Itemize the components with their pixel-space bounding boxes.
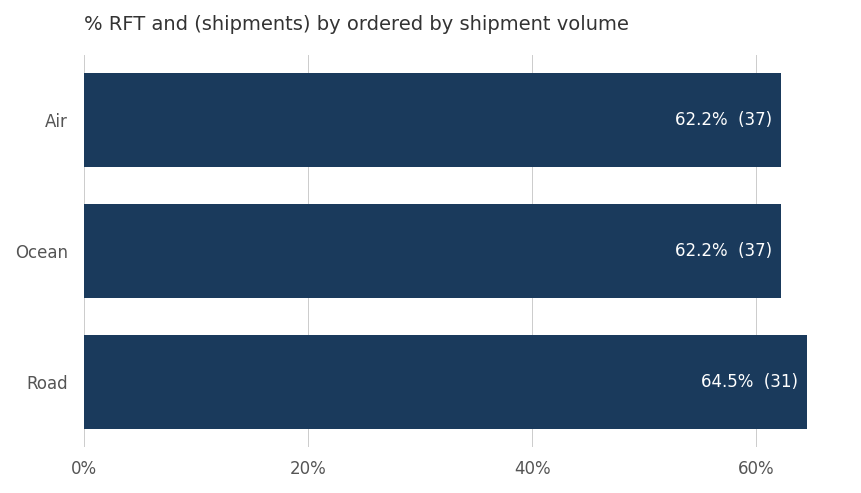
Text: % RFT and (shipments) by ordered by shipment volume: % RFT and (shipments) by ordered by ship…: [84, 15, 629, 34]
Bar: [84, 335, 807, 429]
Bar: [84, 73, 781, 167]
Bar: [84, 204, 781, 298]
Text: 62.2%  (37): 62.2% (37): [675, 111, 772, 129]
Text: 62.2%  (37): 62.2% (37): [675, 242, 772, 260]
Text: 64.5%  (31): 64.5% (31): [701, 373, 798, 391]
